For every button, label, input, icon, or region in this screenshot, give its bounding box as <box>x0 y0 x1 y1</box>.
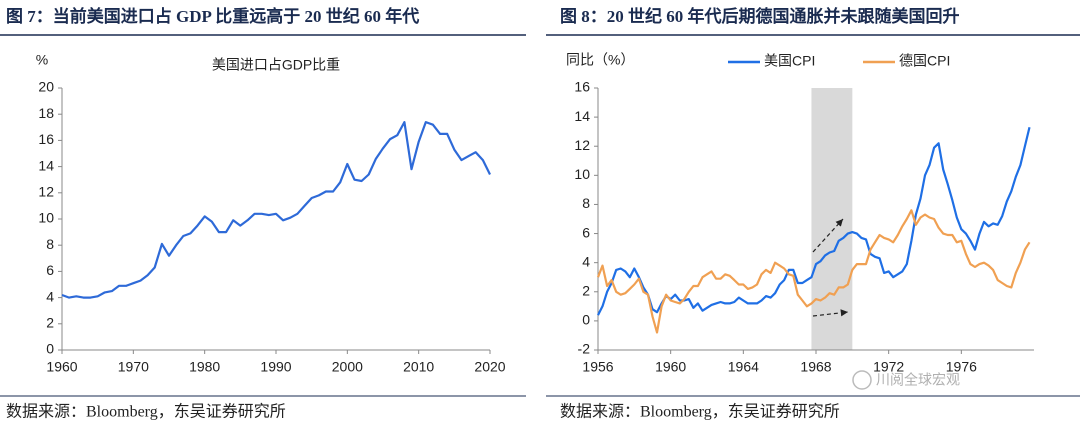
y-axis-label: 同比（%） <box>566 52 634 68</box>
x-tick-label: 1976 <box>946 359 977 375</box>
y-tick-label: 6 <box>582 224 590 240</box>
x-tick-label: 1980 <box>189 359 220 375</box>
y-tick-label: 0 <box>46 341 54 357</box>
y-tick-label: 20 <box>38 79 54 95</box>
y-tick-label: 8 <box>46 236 54 252</box>
y-tick-label: 10 <box>38 210 54 226</box>
watermark: 川阅全球宏观 <box>876 372 960 388</box>
y-tick-label: 4 <box>582 253 590 269</box>
y-tick-label: 12 <box>38 184 54 200</box>
legend-label: 德国CPI <box>899 53 950 69</box>
x-tick-label: 2000 <box>332 359 363 375</box>
y-tick-label: 8 <box>582 195 590 211</box>
x-tick-label: 1972 <box>873 359 904 375</box>
y-tick-label: 18 <box>38 105 54 121</box>
x-tick-label: 1960 <box>46 359 77 375</box>
y-tick-label: 16 <box>38 131 54 147</box>
y-tick-label: 10 <box>574 166 590 182</box>
x-tick-label: 1956 <box>582 359 613 375</box>
y-tick-label: 4 <box>46 288 54 304</box>
figure-caption: 图 7：当前美国进口占 GDP 比重远高于 20 世纪 60 年代 <box>6 6 419 26</box>
figure-caption: 图 8：20 世纪 60 年代后期德国通胀并未跟随美国回升 <box>560 6 960 26</box>
x-tick-label: 1968 <box>800 359 831 375</box>
x-tick-label: 1990 <box>260 359 291 375</box>
x-tick-label: 1964 <box>728 359 759 375</box>
y-tick-label: 12 <box>574 137 590 153</box>
y-tick-label: 14 <box>38 157 54 173</box>
series-line <box>61 121 491 299</box>
y-tick-label: 2 <box>46 315 54 331</box>
series-line <box>596 209 1031 334</box>
x-tick-label: 1970 <box>118 359 149 375</box>
y-axis-label: % <box>36 52 48 68</box>
y-tick-label: -2 <box>578 341 591 357</box>
watermark-icon <box>852 370 872 390</box>
x-tick-label: 2010 <box>403 359 434 375</box>
highlight-band <box>811 88 853 350</box>
annotation-arrow <box>812 309 849 317</box>
annotation-arrow <box>812 218 844 253</box>
chart-title: 美国进口占GDP比重 <box>212 57 340 73</box>
y-tick-label: 16 <box>574 79 590 95</box>
source-note: 数据来源：Bloomberg，东吴证券研究所 <box>6 403 286 421</box>
source-note: 数据来源：Bloomberg，东吴证券研究所 <box>560 403 840 421</box>
legend-label: 美国CPI <box>764 53 815 69</box>
y-tick-label: 14 <box>574 108 590 124</box>
y-tick-label: 0 <box>582 312 590 328</box>
y-tick-label: 6 <box>46 262 54 278</box>
x-tick-label: 1960 <box>655 359 686 375</box>
y-tick-label: 2 <box>582 282 590 298</box>
x-tick-label: 2020 <box>474 359 505 375</box>
